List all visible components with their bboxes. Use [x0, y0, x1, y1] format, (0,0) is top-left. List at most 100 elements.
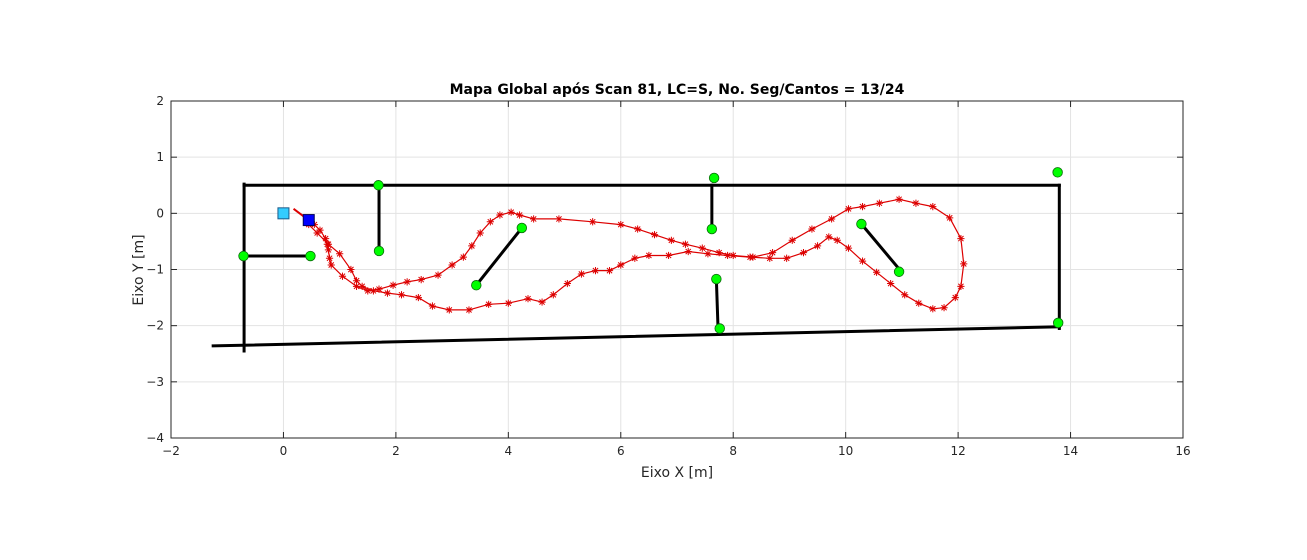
robot-poses	[277, 207, 315, 227]
trajectory-point	[844, 244, 853, 252]
trajectory-point	[324, 246, 333, 254]
trajectory-point	[352, 277, 361, 285]
y-tick-label: 0	[156, 206, 164, 220]
trajectory-point	[465, 306, 473, 314]
trajectory-point	[476, 229, 484, 237]
trajectory-point	[929, 202, 937, 211]
trajectory-point	[336, 250, 344, 258]
corner-point	[708, 172, 720, 184]
trajectory	[305, 195, 968, 314]
trajectory-point	[605, 267, 614, 275]
x-tick-label: 2	[392, 444, 400, 458]
trajectory-point	[960, 260, 968, 268]
y-tick-label: 2	[156, 94, 164, 108]
trajectory-point	[681, 240, 690, 248]
trajectory-point	[327, 261, 335, 269]
y-tick-label: −4	[146, 431, 164, 445]
trajectory-point	[664, 251, 673, 260]
y-tick-label: −3	[146, 375, 164, 389]
trajectory-point	[729, 251, 737, 260]
trajectory-point	[631, 254, 639, 262]
trajectory-point	[858, 202, 867, 211]
x-tick-label: −2	[162, 444, 180, 458]
corners	[238, 167, 1064, 334]
x-tick-label: 4	[505, 444, 513, 458]
corner-point	[516, 222, 528, 234]
trajectory-point	[383, 289, 392, 297]
trajectory-point	[364, 287, 372, 295]
trajectory-point	[825, 233, 833, 241]
trajectory-point	[645, 251, 653, 260]
trajectory-point	[746, 253, 754, 261]
trajectory-point	[504, 299, 512, 307]
trajectory-point	[617, 261, 625, 269]
corner-point	[893, 266, 905, 277]
trajectory-point	[912, 199, 920, 207]
corner-point	[706, 223, 718, 235]
corner-point	[238, 250, 249, 262]
trajectory-point	[887, 279, 895, 288]
trajectory-point	[858, 257, 867, 265]
trajectory-point	[428, 302, 437, 310]
trajectory-point	[768, 249, 777, 257]
trajectory-point	[591, 267, 600, 275]
trajectory-point	[530, 215, 538, 223]
trajectory-point	[515, 211, 524, 219]
trajectory-point	[322, 235, 330, 243]
start-pose-marker	[277, 207, 290, 220]
trajectory-point	[715, 249, 723, 257]
trajectory-point	[946, 214, 954, 222]
trajectory-point	[766, 254, 774, 262]
map-segment	[859, 221, 905, 275]
y-tick-label: −2	[146, 319, 164, 333]
trajectory-point	[485, 300, 493, 308]
trajectory-point	[577, 270, 586, 278]
y-tick-label: −1	[146, 263, 164, 277]
trajectory-point	[403, 278, 411, 286]
trajectory-point	[833, 236, 841, 244]
y-axis-label: Eixo Y [m]	[131, 234, 147, 305]
x-tick-label: 0	[280, 444, 288, 458]
map-segment	[714, 277, 720, 331]
corner-point	[714, 323, 725, 334]
trajectory-point	[358, 282, 366, 290]
trajectory-point	[813, 242, 822, 250]
trajectory-point	[347, 265, 355, 274]
trajectory-point	[929, 305, 937, 313]
trajectory-point	[434, 271, 442, 279]
trajectory-point	[799, 249, 808, 257]
trajectory-point	[667, 236, 675, 244]
trajectory-point	[617, 220, 625, 229]
trajectory-point	[872, 268, 881, 276]
corner-point	[1052, 167, 1063, 178]
trajectory-point	[650, 231, 659, 239]
trajectory-point	[414, 293, 422, 302]
trajectory-point	[783, 254, 791, 262]
current-pose-marker	[302, 214, 315, 227]
trajectory-point	[563, 279, 571, 288]
y-axis-ticks: −4 −3 −2 −1 0 1 2	[146, 94, 1183, 445]
trajectory-point	[844, 205, 853, 213]
corner-point	[373, 180, 384, 191]
trajectory-point	[538, 298, 546, 306]
trajectory-point	[957, 235, 965, 243]
corner-point	[471, 280, 482, 291]
trajectory-point	[957, 282, 965, 290]
trajectory-point	[352, 282, 361, 290]
corner-point	[305, 250, 316, 262]
trajectory-point	[875, 199, 883, 207]
trajectory-point	[895, 195, 903, 203]
chart-title: Mapa Global após Scan 81, LC=S, No. Seg/…	[450, 82, 905, 98]
trajectory-point	[915, 299, 923, 307]
trajectory-point	[445, 306, 453, 314]
trajectory-point	[369, 287, 377, 295]
x-tick-label: 10	[838, 444, 853, 458]
trajectory-point	[549, 291, 557, 299]
trajectory-point	[901, 291, 909, 299]
corner-point	[373, 245, 385, 257]
trajectory-point	[448, 261, 456, 269]
trajectory-point	[375, 285, 383, 293]
trajectory-point	[468, 242, 476, 250]
x-axis-label: Eixo X [m]	[641, 465, 713, 481]
trajectory-point	[589, 218, 597, 226]
